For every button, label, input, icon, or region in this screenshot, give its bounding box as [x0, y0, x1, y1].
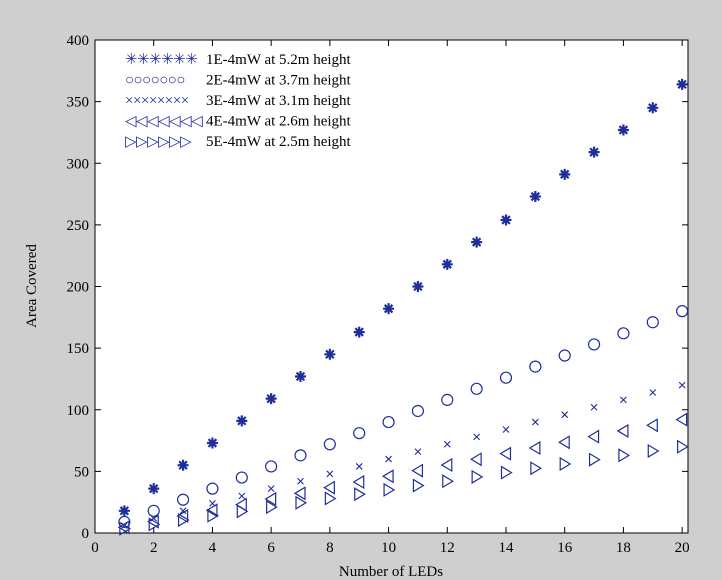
data-point — [677, 79, 688, 90]
y-tick-label: 150 — [67, 341, 90, 357]
legend-label: 5E-4mW at 2.5m height — [206, 134, 352, 150]
x-tick-label: 4 — [209, 540, 217, 556]
data-point — [530, 191, 541, 202]
data-point — [442, 259, 453, 270]
data-point — [647, 102, 658, 113]
data-point — [119, 505, 130, 516]
legend: ✳✳✳✳✳✳ 1E-4mW at 5.2m height ○○○○○○○ 2E-4mW… — [125, 52, 352, 150]
data-point — [266, 393, 277, 404]
y-tick-label: 50 — [74, 464, 89, 480]
y-tick-label: 100 — [67, 403, 90, 419]
data-point — [324, 349, 335, 360]
x-tick-label: 0 — [91, 540, 99, 556]
y-tick-label: 0 — [82, 526, 90, 542]
data-point — [589, 147, 600, 158]
y-tick-label: 350 — [67, 95, 90, 111]
x-tick-label: 16 — [557, 540, 573, 556]
y-tick-label: 300 — [67, 156, 90, 172]
y-axis-title: Area Covered — [24, 244, 40, 328]
data-point — [471, 237, 482, 248]
legend-label: 2E-4mW at 3.7m height — [206, 73, 352, 89]
legend-label: 1E-4mW at 5.2m height — [206, 52, 352, 68]
x-tick-label: 20 — [675, 540, 690, 556]
legend-label: 3E-4mW at 3.1m height — [206, 93, 352, 109]
y-tick-label: 250 — [67, 218, 90, 234]
x-tick-label: 2 — [150, 540, 158, 556]
data-point — [500, 214, 511, 225]
legend-markers: ×××××××× — [125, 93, 189, 109]
y-tick-label: 200 — [67, 280, 90, 296]
data-point — [236, 415, 247, 426]
x-tick-label: 12 — [440, 540, 455, 556]
x-tick-label: 10 — [381, 540, 396, 556]
data-point — [354, 327, 365, 338]
data-point — [412, 281, 423, 292]
data-point — [295, 371, 306, 382]
data-point — [178, 460, 189, 471]
legend-markers: ▷▷▷▷▷▷ — [125, 134, 192, 150]
x-axis-title: Number of LEDs — [339, 564, 443, 580]
x-tick-label: 6 — [267, 540, 275, 556]
x-tick-label: 14 — [498, 540, 514, 556]
legend-label: 4E-4mW at 2.6m height — [206, 114, 352, 130]
data-point — [148, 483, 159, 494]
data-point — [618, 124, 629, 135]
x-tick-label: 18 — [616, 540, 631, 556]
legend-markers: ✳✳✳✳✳✳ — [125, 52, 197, 68]
data-point — [559, 169, 570, 180]
data-point — [207, 438, 218, 449]
legend-markers: ○○○○○○○ — [125, 73, 185, 89]
legend-markers: ◁◁◁◁◁◁◁ — [125, 114, 203, 130]
x-tick-label: 8 — [326, 540, 334, 556]
y-tick-label: 400 — [67, 33, 90, 49]
data-point — [383, 303, 394, 314]
